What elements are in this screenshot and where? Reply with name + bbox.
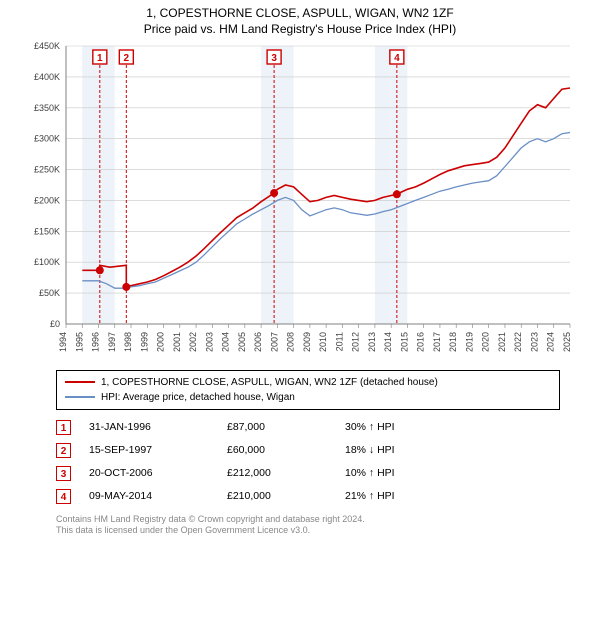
svg-text:2010: 2010 xyxy=(318,332,328,352)
svg-text:2020: 2020 xyxy=(481,332,491,352)
svg-text:2013: 2013 xyxy=(367,332,377,352)
svg-text:3: 3 xyxy=(271,53,277,64)
svg-text:1997: 1997 xyxy=(107,332,117,352)
svg-text:2018: 2018 xyxy=(448,332,458,352)
svg-text:£0: £0 xyxy=(50,319,60,329)
svg-text:2004: 2004 xyxy=(221,332,231,352)
transactions-table: 1 31-JAN-1996 £87,000 30% ↑ HPI 2 15-SEP-1997… xyxy=(56,416,560,508)
svg-text:4: 4 xyxy=(394,53,400,64)
tx-date: 09-MAY-2014 xyxy=(89,490,209,502)
tx-pct: 10% ↑ HPI xyxy=(345,467,465,479)
legend-swatch xyxy=(65,381,95,383)
svg-text:2008: 2008 xyxy=(286,332,296,352)
svg-text:2005: 2005 xyxy=(237,332,247,352)
svg-text:2021: 2021 xyxy=(497,332,507,352)
svg-text:£50K: £50K xyxy=(39,288,60,298)
title-line2: Price paid vs. HM Land Registry's House … xyxy=(10,22,590,36)
legend-label: 1, COPESTHORNE CLOSE, ASPULL, WIGAN, WN2… xyxy=(101,375,438,390)
svg-text:£450K: £450K xyxy=(34,42,60,51)
svg-text:2023: 2023 xyxy=(529,332,539,352)
svg-text:2017: 2017 xyxy=(432,332,442,352)
tx-price: £60,000 xyxy=(227,444,327,456)
legend-swatch xyxy=(65,396,95,398)
tx-date: 20-OCT-2006 xyxy=(89,467,209,479)
tx-date: 15-SEP-1997 xyxy=(89,444,209,456)
svg-text:2025: 2025 xyxy=(562,332,572,352)
tx-pct: 30% ↑ HPI xyxy=(345,421,465,433)
legend: 1, COPESTHORNE CLOSE, ASPULL, WIGAN, WN2… xyxy=(56,370,560,410)
transaction-row: 3 20-OCT-2006 £212,000 10% ↑ HPI xyxy=(56,462,560,485)
title-line1: 1, COPESTHORNE CLOSE, ASPULL, WIGAN, WN2… xyxy=(10,6,590,22)
svg-text:2007: 2007 xyxy=(269,332,279,352)
svg-text:2024: 2024 xyxy=(546,332,556,352)
footer-line2: This data is licensed under the Open Gov… xyxy=(56,525,560,537)
tx-marker: 1 xyxy=(56,420,71,435)
svg-text:2022: 2022 xyxy=(513,332,523,352)
svg-text:1998: 1998 xyxy=(123,332,133,352)
footer-line1: Contains HM Land Registry data © Crown c… xyxy=(56,514,560,526)
svg-text:1: 1 xyxy=(97,53,103,64)
svg-text:£200K: £200K xyxy=(34,195,60,205)
transaction-row: 2 15-SEP-1997 £60,000 18% ↓ HPI xyxy=(56,439,560,462)
footer: Contains HM Land Registry data © Crown c… xyxy=(56,514,560,537)
tx-pct: 21% ↑ HPI xyxy=(345,490,465,502)
transaction-row: 4 09-MAY-2014 £210,000 21% ↑ HPI xyxy=(56,485,560,508)
svg-text:£400K: £400K xyxy=(34,71,60,81)
svg-text:£350K: £350K xyxy=(34,102,60,112)
chart: £0 £50K £100K £150K £200K £250K £300K £350K £400… xyxy=(20,42,580,362)
tx-date: 31-JAN-1996 xyxy=(89,421,209,433)
transaction-row: 1 31-JAN-1996 £87,000 30% ↑ HPI xyxy=(56,416,560,439)
svg-text:2011: 2011 xyxy=(334,332,344,351)
tx-price: £212,000 xyxy=(227,467,327,479)
svg-text:2015: 2015 xyxy=(399,332,409,352)
svg-text:2019: 2019 xyxy=(464,332,474,352)
svg-text:2: 2 xyxy=(124,53,130,64)
svg-text:2012: 2012 xyxy=(351,332,361,352)
svg-text:2006: 2006 xyxy=(253,332,263,352)
tx-price: £210,000 xyxy=(227,490,327,502)
legend-label: HPI: Average price, detached house, Wiga… xyxy=(101,390,295,405)
svg-text:£250K: £250K xyxy=(34,164,60,174)
tx-marker: 2 xyxy=(56,443,71,458)
svg-text:1994: 1994 xyxy=(58,332,68,352)
svg-text:1995: 1995 xyxy=(74,332,84,352)
svg-text:1999: 1999 xyxy=(139,332,149,352)
legend-row: 1, COPESTHORNE CLOSE, ASPULL, WIGAN, WN2… xyxy=(65,375,551,390)
tx-price: £87,000 xyxy=(227,421,327,433)
chart-svg: £0 £50K £100K £150K £200K £250K £300K £350K £400… xyxy=(20,42,580,362)
svg-text:£100K: £100K xyxy=(34,257,60,267)
svg-text:2002: 2002 xyxy=(188,332,198,352)
tx-marker: 4 xyxy=(56,489,71,504)
svg-text:2000: 2000 xyxy=(156,332,166,352)
svg-text:2009: 2009 xyxy=(302,332,312,352)
chart-container: 1, COPESTHORNE CLOSE, ASPULL, WIGAN, WN2… xyxy=(0,0,600,545)
tx-pct: 18% ↓ HPI xyxy=(345,444,465,456)
svg-text:1996: 1996 xyxy=(91,332,101,352)
svg-text:2003: 2003 xyxy=(204,332,214,352)
tx-marker: 3 xyxy=(56,466,71,481)
svg-text:2014: 2014 xyxy=(383,332,393,352)
legend-row: HPI: Average price, detached house, Wiga… xyxy=(65,390,551,405)
svg-text:£300K: £300K xyxy=(34,133,60,143)
svg-text:2001: 2001 xyxy=(172,332,182,352)
svg-text:2016: 2016 xyxy=(416,332,426,352)
svg-text:£150K: £150K xyxy=(34,226,60,236)
